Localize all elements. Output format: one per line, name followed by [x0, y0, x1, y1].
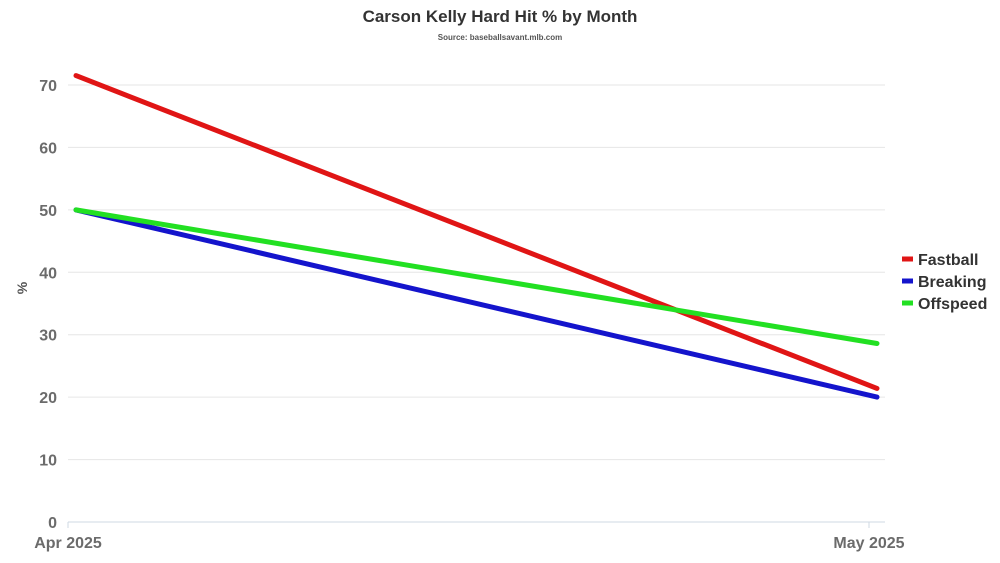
legend-label-fastball: Fastball — [918, 252, 978, 269]
y-tick-label: 40 — [39, 265, 57, 282]
series-lines — [73, 73, 880, 400]
legend-label-offspeed: Offspeed — [918, 296, 987, 313]
series-line-breaking — [73, 207, 880, 400]
chart-title: Carson Kelly Hard Hit % by Month — [362, 7, 638, 26]
y-tick-label: 20 — [39, 390, 57, 407]
series-line-fastball — [73, 73, 880, 391]
legend: Fastball Breaking Offspeed — [902, 252, 987, 313]
legend-label-breaking: Breaking — [918, 274, 986, 291]
y-tick-label: 60 — [39, 140, 57, 157]
series-line-offspeed — [73, 207, 880, 346]
gridlines — [68, 84, 885, 461]
y-tick-label: 50 — [39, 203, 57, 220]
y-axis-label: % — [14, 281, 30, 294]
chart-subtitle: Source: baseballsavant.mlb.com — [437, 33, 563, 42]
y-tick-label: 30 — [39, 328, 57, 345]
x-tick-label: May 2025 — [833, 535, 904, 552]
y-tick-label: 0 — [48, 515, 57, 532]
y-tick-label: 10 — [39, 453, 57, 470]
y-tick-label: 70 — [39, 78, 57, 95]
axes: 0 10 20 30 40 50 60 70 Apr 2025 May 2025 — [34, 78, 904, 552]
x-tick-label: Apr 2025 — [34, 535, 102, 552]
